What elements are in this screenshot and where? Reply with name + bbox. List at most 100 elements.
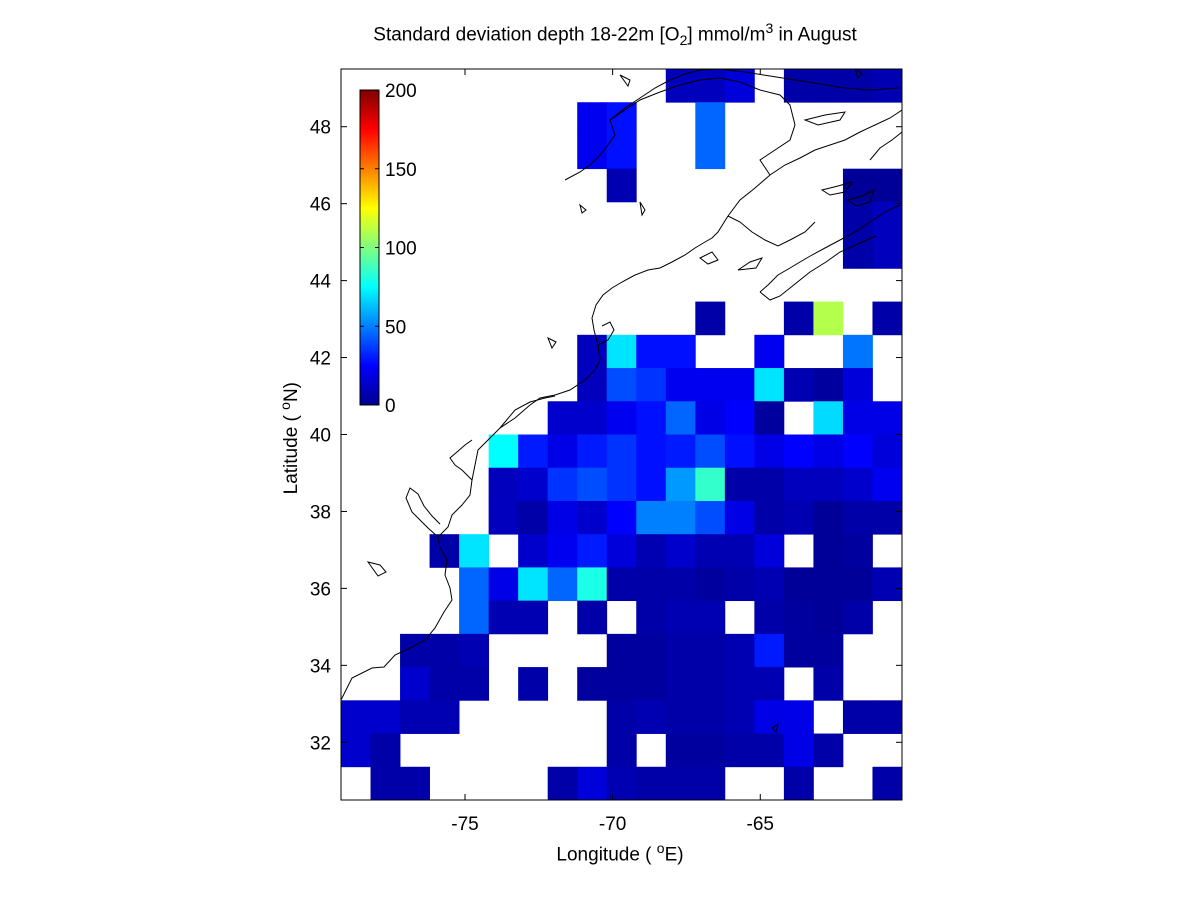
heatmap-cell [695, 69, 726, 103]
y-axis: 32 34 36 38 40 42 44 46 48 [310, 118, 902, 754]
heatmap-cell [370, 766, 401, 800]
heatmap-cell [813, 733, 844, 768]
heatmap-cell [842, 334, 873, 369]
heatmap-cell [783, 368, 814, 402]
heatmap-cell [547, 467, 578, 502]
colorbar-tick-label: 0 [385, 396, 396, 417]
coastline-delaware-bay [449, 439, 473, 481]
heatmap-cell [695, 700, 726, 734]
heatmap-cell [429, 633, 460, 668]
heatmap-cell [813, 600, 844, 635]
heatmap-cell [665, 766, 696, 800]
heatmap-cell [754, 567, 785, 602]
heatmap-cell [902, 268, 932, 302]
heatmap-cell [665, 667, 696, 701]
heatmap-cell [754, 667, 785, 701]
heatmap-cell [577, 766, 608, 800]
coastline-lake-5 [854, 69, 863, 79]
heatmap-cell [695, 633, 726, 668]
coastline-gaspe [609, 77, 796, 176]
coastline-anticosti [803, 111, 846, 126]
heatmap-cell [902, 202, 932, 236]
coastline-cape-cod [597, 321, 615, 346]
heatmap-cell [783, 633, 814, 668]
heatmap-cell [902, 567, 932, 601]
heatmap-cell [665, 334, 696, 369]
heatmap-cell [636, 567, 667, 602]
heatmap-cell [754, 600, 785, 635]
heatmap-cell [842, 700, 873, 734]
heatmap-cell [518, 500, 549, 535]
heatmap-cell [724, 633, 755, 668]
heatmap-cell [606, 567, 637, 602]
heatmap-cell [813, 368, 844, 402]
heatmap-cell [695, 500, 726, 535]
chart-title: Standard deviation depth 18-22m [O2] mmo… [373, 20, 857, 49]
heatmap-cell [547, 534, 578, 568]
heatmap-cell [636, 633, 667, 668]
coastline-lake-6 [547, 336, 557, 350]
coastline-long-island [499, 395, 556, 429]
heatmap-cell [606, 368, 637, 402]
coastline-island-2 [737, 257, 764, 271]
heatmap-cell [577, 534, 608, 568]
heatmap-cell [488, 600, 519, 635]
heatmap-cell [665, 733, 696, 768]
heatmap-cell [783, 766, 814, 800]
heatmap-cell [783, 733, 814, 768]
heatmap-cell [872, 201, 902, 236]
heatmap-cell [665, 534, 696, 568]
heatmap-cell [606, 434, 637, 469]
heatmap-cell [813, 667, 844, 701]
heatmap-cell [902, 534, 932, 568]
heatmap-cell [665, 368, 696, 402]
heatmap-cell [695, 667, 726, 701]
heatmap-cell [872, 700, 902, 734]
coastline-mainland [341, 215, 729, 701]
coastline-nova-scotia-south [759, 235, 877, 301]
heatmap-cell [724, 700, 755, 734]
heatmap-cell [577, 467, 608, 502]
colorbar-tick-label: 100 [385, 239, 417, 260]
heatmap-cell [724, 733, 755, 768]
y-tick-label: 38 [310, 502, 331, 523]
heatmap-cell [842, 401, 873, 435]
heatmap-cell [754, 633, 785, 668]
heatmap-cell [606, 766, 637, 800]
heatmap-cell [636, 401, 667, 435]
coastline-lake-3 [366, 561, 387, 577]
heatmap-cell [400, 700, 430, 734]
heatmap-cell [606, 733, 637, 768]
heatmap-cell [813, 534, 844, 568]
x-axis-label: Longitude ( oE) [556, 840, 684, 866]
heatmap-cell [695, 567, 726, 602]
colorbar-ticks: 0 50 100 150 200 [360, 81, 417, 417]
heatmap-cell [370, 733, 401, 768]
heatmap-cell [754, 434, 785, 469]
heatmap-cell [902, 235, 932, 269]
heatmap-cell [665, 500, 696, 535]
heatmap-cell [842, 500, 873, 535]
y-tick-label: 42 [310, 349, 331, 370]
heatmap-cell [695, 368, 726, 402]
heatmap-cells [341, 69, 932, 800]
heatmap-cell [695, 467, 726, 502]
heatmap-cell [872, 235, 902, 269]
heatmap-cell [636, 667, 667, 701]
heatmap-cell [636, 534, 667, 568]
heatmap-cell [429, 700, 460, 734]
heatmap-cell [872, 567, 902, 602]
heatmap-cell [813, 567, 844, 602]
y-tick-label: 48 [310, 118, 331, 139]
heatmap-cell [754, 368, 785, 402]
heatmap-cell [724, 401, 755, 435]
heatmap-cell [606, 401, 637, 435]
heatmap-cell [577, 500, 608, 535]
heatmap-cell [842, 69, 873, 103]
coastline-island-1 [846, 189, 875, 207]
coastline-nova-scotia [759, 204, 901, 293]
y-tick-label: 34 [310, 656, 332, 677]
heatmap-cell [872, 766, 902, 800]
y-tick-label: 40 [310, 426, 331, 447]
